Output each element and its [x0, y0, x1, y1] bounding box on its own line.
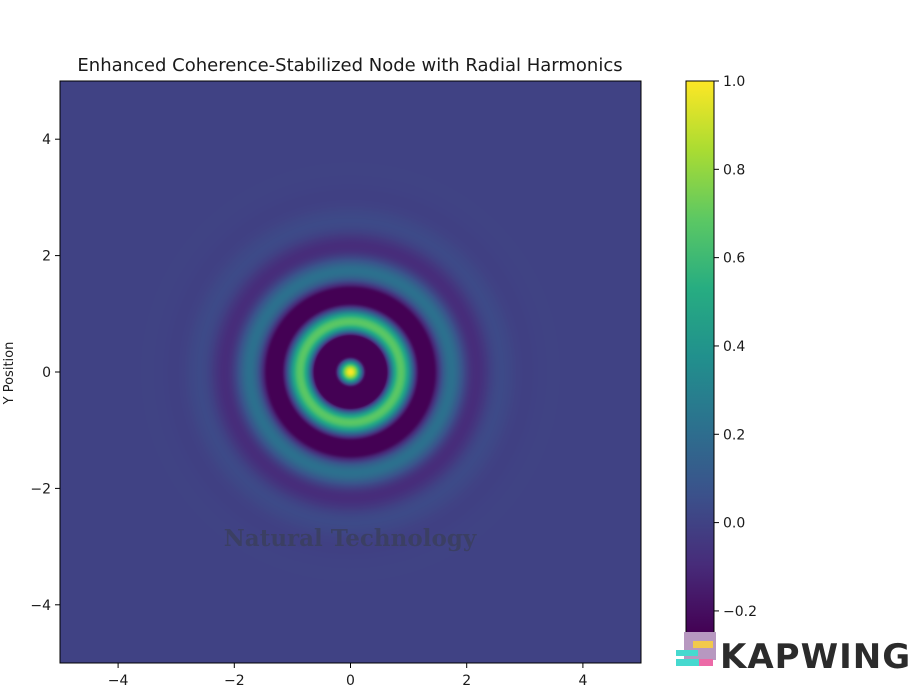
x-tick-label: 4 [578, 673, 587, 689]
kapwing-logo: KAPWING [676, 632, 911, 677]
y-tick-label: −2 [30, 481, 51, 497]
x-tick-label: 0 [346, 673, 355, 689]
colorbar-tick-label: 0.6 [723, 251, 745, 267]
colorbar [686, 81, 714, 633]
colorbar-tick-label: 1.0 [723, 74, 745, 90]
x-axis-ticks: −4 −2 0 2 4 [108, 663, 587, 689]
colorbar-tick-label: 0.2 [723, 427, 745, 443]
y-tick-label: 2 [42, 249, 51, 265]
kapwing-logo-icon [676, 632, 716, 666]
x-tick-label: −4 [108, 673, 129, 689]
colorbar-tick-label: 0.4 [723, 339, 745, 355]
chart-title: Enhanced Coherence-Stabilized Node with … [77, 55, 622, 76]
heatmap-area [60, 81, 641, 663]
y-tick-label: 0 [42, 365, 51, 381]
y-axis-label: Y Position [2, 342, 17, 406]
kapwing-logo-text: KAPWING [720, 637, 911, 677]
y-tick-label: 4 [42, 132, 51, 148]
colorbar-ticks: 1.0 0.8 0.6 0.4 0.2 0.0 −0.2 [714, 74, 757, 620]
x-tick-label: −2 [224, 673, 245, 689]
x-tick-label: 2 [462, 673, 471, 689]
y-tick-label: −4 [30, 598, 51, 614]
colorbar-tick-label: 0.0 [723, 516, 745, 532]
colorbar-tick-label: 0.8 [723, 162, 745, 178]
y-axis-ticks: −4 −2 0 2 4 [30, 132, 60, 614]
colorbar-tick-label: −0.2 [723, 604, 757, 620]
watermark-text: Natural Technology [224, 525, 477, 552]
